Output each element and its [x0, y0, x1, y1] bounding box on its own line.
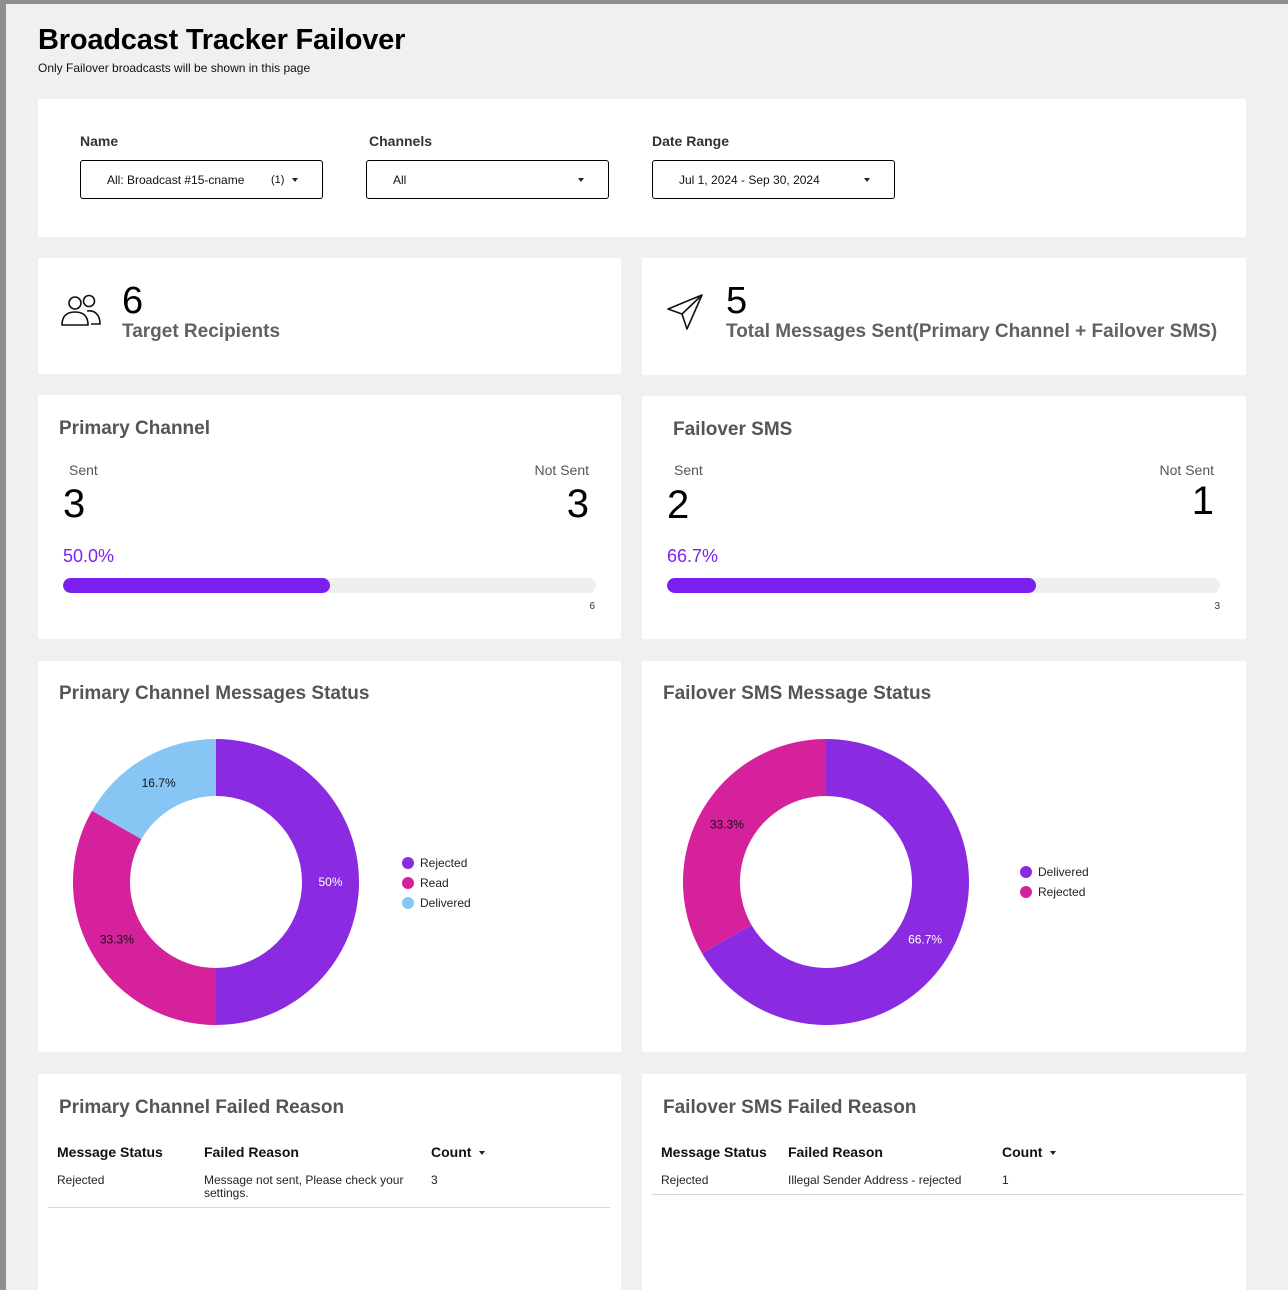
- donut-slice-label: 66.7%: [908, 932, 942, 946]
- column-header-failed-reason[interactable]: Failed Reason: [204, 1144, 299, 1160]
- donut-slice-delivered[interactable]: [702, 739, 969, 1025]
- legend-label: Delivered: [1038, 865, 1089, 879]
- failover-status-donut-chart: 66.7% 33.3%: [683, 739, 969, 1025]
- failover-sent-value: 2: [667, 483, 690, 527]
- failover-progress-bar: [667, 578, 1220, 593]
- primary-failed-reason-card: Primary Channel Failed Reason Message St…: [38, 1074, 621, 1290]
- failover-failed-reason-title: Failover SMS Failed Reason: [663, 1097, 917, 1118]
- failover-sms-title: Failover SMS: [673, 419, 793, 440]
- primary-max-value: 6: [589, 601, 595, 612]
- sort-desc-icon: [479, 1151, 486, 1156]
- primary-not-sent-value: 3: [566, 482, 589, 526]
- legend-swatch: [402, 857, 414, 869]
- failover-failed-reason-card: Failover SMS Failed Reason Message Statu…: [642, 1074, 1246, 1290]
- primary-channel-card: Primary Channel Sent 3 Not Sent 3 50.0% …: [38, 395, 621, 639]
- column-header-failed-reason[interactable]: Failed Reason: [788, 1144, 883, 1160]
- messages-sent-label: Total Messages Sent(Primary Channel + Fa…: [726, 321, 1218, 342]
- donut-slice-read[interactable]: [72, 810, 216, 1025]
- primary-status-chart-card: Primary Channel Messages Status 50% 33.3%…: [38, 661, 621, 1052]
- legend-swatch: [402, 877, 414, 889]
- filters-card: Name All: Broadcast #15-cname (1) Channe…: [38, 99, 1246, 237]
- primary-percent: 50.0%: [63, 546, 115, 566]
- column-header-count[interactable]: Count: [431, 1144, 486, 1160]
- messages-sent-value: 5: [726, 280, 748, 322]
- name-filter-count: (1): [271, 174, 285, 186]
- chevron-down-icon: [292, 178, 298, 182]
- name-filter-label: Name: [80, 133, 119, 149]
- legend-item-rejected[interactable]: Rejected: [1020, 885, 1085, 899]
- primary-progress-bar: [63, 578, 596, 593]
- channels-filter-dropdown[interactable]: All: [366, 160, 609, 199]
- column-header-count-label: Count: [1002, 1144, 1043, 1160]
- cell-count: 1: [1002, 1173, 1009, 1187]
- legend-swatch: [402, 897, 414, 909]
- failover-percent: 66.7%: [667, 546, 719, 566]
- table-row-divider: [652, 1194, 1244, 1195]
- legend-label: Read: [420, 876, 449, 890]
- column-header-count[interactable]: Count: [1002, 1144, 1057, 1160]
- failover-sms-card: Failover SMS Sent 2 Not Sent 1 66.7% 3: [642, 396, 1246, 639]
- primary-status-donut-chart: 50% 33.3% 16.7%: [72, 739, 359, 1025]
- recipients-label: Target Recipients: [122, 321, 281, 342]
- column-header-message-status[interactable]: Message Status: [661, 1144, 767, 1160]
- paper-plane-icon: [667, 294, 703, 330]
- report-page: Broadcast Tracker Failover Only Failover…: [6, 4, 1288, 1290]
- failover-progress-fill: [667, 578, 1036, 593]
- column-header-message-status[interactable]: Message Status: [57, 1144, 163, 1160]
- donut-slice-label: 33.3%: [100, 932, 134, 946]
- legend-swatch: [1020, 886, 1032, 898]
- primary-sent-label: Sent: [69, 462, 98, 478]
- legend-item-delivered[interactable]: Delivered: [402, 896, 471, 910]
- chevron-down-icon: [578, 178, 584, 182]
- primary-not-sent-label: Not Sent: [534, 462, 589, 478]
- donut-slice-label: 16.7%: [142, 776, 176, 790]
- cell-message-status: Rejected: [57, 1173, 105, 1187]
- legend-label: Rejected: [1038, 885, 1086, 899]
- cell-failed-reason: Illegal Sender Address - rejected: [788, 1173, 962, 1187]
- cell-count: 3: [431, 1173, 438, 1187]
- table-row-divider: [48, 1207, 610, 1208]
- failover-not-sent-value: 1: [1191, 479, 1214, 523]
- primary-sent-value: 3: [63, 482, 86, 526]
- primary-status-chart-title: Primary Channel Messages Status: [59, 683, 370, 704]
- sort-desc-icon: [1050, 1151, 1057, 1156]
- donut-slice-label: 50%: [318, 875, 342, 889]
- page-subtitle: Only Failover broadcasts will be shown i…: [38, 61, 311, 75]
- legend-item-delivered[interactable]: Delivered: [1020, 865, 1089, 879]
- cell-failed-reason: Message not sent, Please check your sett…: [204, 1173, 404, 1200]
- donut-slice-label: 33.3%: [710, 818, 744, 832]
- date-range-dropdown[interactable]: Jul 1, 2024 - Sep 30, 2024: [652, 160, 895, 199]
- cell-message-status: Rejected: [661, 1173, 709, 1187]
- people-icon: [61, 294, 101, 326]
- recipients-kpi-card: 6 Target Recipients: [38, 258, 621, 374]
- primary-failed-reason-title: Primary Channel Failed Reason: [59, 1097, 345, 1118]
- name-filter-value: All: Broadcast #15-cname: [107, 173, 245, 187]
- donut-slice-rejected[interactable]: [683, 739, 826, 954]
- legend-label: Delivered: [420, 896, 471, 910]
- legend-swatch: [1020, 866, 1032, 878]
- legend-item-read[interactable]: Read: [402, 876, 449, 890]
- primary-progress-fill: [63, 578, 330, 593]
- failover-status-chart-title: Failover SMS Message Status: [663, 683, 932, 704]
- failover-max-value: 3: [1214, 601, 1220, 612]
- name-filter-dropdown[interactable]: All: Broadcast #15-cname (1): [80, 160, 323, 199]
- failover-not-sent-label: Not Sent: [1159, 462, 1214, 478]
- page-title: Broadcast Tracker Failover: [38, 24, 406, 56]
- legend-label: Rejected: [420, 856, 468, 870]
- messages-sent-kpi-card: 5 Total Messages Sent(Primary Channel + …: [642, 258, 1246, 375]
- donut-slice-rejected[interactable]: [216, 739, 359, 1025]
- failover-sent-label: Sent: [674, 462, 703, 478]
- channels-filter-label: Channels: [369, 133, 433, 149]
- date-filter-label: Date Range: [652, 133, 730, 149]
- legend-item-rejected[interactable]: Rejected: [402, 856, 467, 870]
- column-header-count-label: Count: [431, 1144, 472, 1160]
- date-range-value: Jul 1, 2024 - Sep 30, 2024: [679, 173, 820, 187]
- chevron-down-icon: [864, 178, 870, 182]
- primary-channel-title: Primary Channel: [59, 418, 210, 439]
- donut-slice-delivered[interactable]: [92, 739, 216, 840]
- channels-filter-value: All: [393, 173, 407, 187]
- recipients-value: 6: [122, 280, 144, 322]
- failover-status-chart-card: Failover SMS Message Status 66.7% 33.3% D…: [642, 661, 1246, 1052]
